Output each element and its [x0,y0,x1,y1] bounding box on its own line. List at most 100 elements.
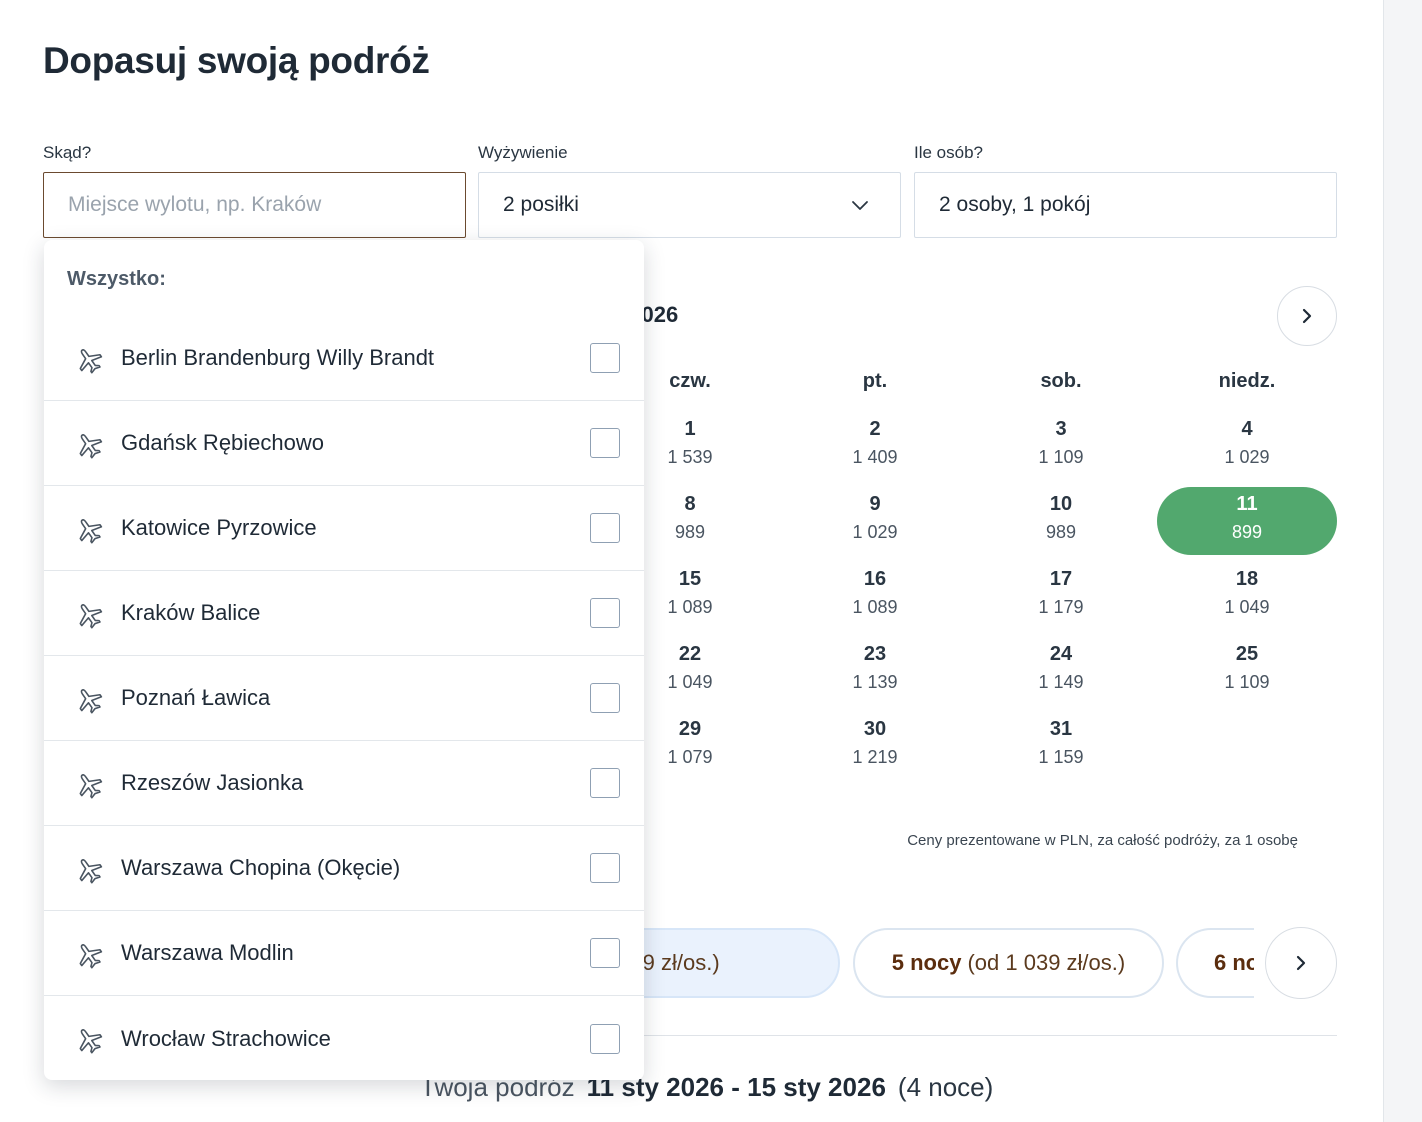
calendar-day-price: 1 159 [1038,747,1084,767]
calendar-day-price: 1 079 [667,747,713,767]
calendar-day[interactable]: 11 899 [1157,487,1337,555]
calendar-day[interactable]: 31 1 159 [971,712,1151,780]
chevron-right-icon [1302,308,1312,324]
airport-option[interactable]: Gdańsk Rębiechowo [44,401,644,486]
calendar-day[interactable]: 1 1 539 [600,412,780,480]
nights-chip-6[interactable]: 6 no [1176,928,1254,998]
calendar-day-number: 31 [1049,718,1073,740]
calendar-day[interactable]: 3 1 109 [971,412,1151,480]
calendar-day-number: 23 [863,643,887,665]
page-title: Dopasuj swoją podróż [43,40,430,81]
airport-option-label: Berlin Brandenburg Willy Brandt [121,345,435,370]
calendar-day-number: 22 [678,643,702,665]
airport-checkbox[interactable] [590,513,620,543]
calendar-day[interactable]: 2 1 409 [785,412,965,480]
airport-checkbox[interactable] [590,938,620,968]
calendar-day[interactable]: 15 1 089 [600,562,780,630]
calendar-day[interactable]: 8 989 [600,487,780,555]
calendar-day-number: 4 [1241,418,1253,440]
airport-checkbox[interactable] [590,598,620,628]
airport-checkbox[interactable] [590,428,620,458]
airport-option[interactable]: Poznań Ławica [44,656,644,741]
calendar-day[interactable]: 9 1 029 [785,487,965,555]
trip-summary-nights: (4 noce) [897,1072,994,1102]
airport-option-label: Rzeszów Jasionka [121,770,304,795]
calendar-day-price: 989 [1045,522,1077,542]
calendar-day[interactable]: 24 1 149 [971,637,1151,705]
people-field[interactable]: 2 osoby, 1 pokój [914,172,1337,238]
calendar-day-number: 18 [1235,568,1259,590]
calendar-day[interactable]: 18 1 049 [1157,562,1337,630]
departure-dropdown: Wszystko: Berlin Brandenburg Willy Brand… [44,240,644,1080]
people-label: Ile osób? [914,143,983,162]
airport-option[interactable]: Kraków Balice [44,571,644,656]
departure-input[interactable] [68,193,448,217]
airport-checkbox[interactable] [590,768,620,798]
airport-option-label: Kraków Balice [121,600,261,625]
calendar-day[interactable]: 30 1 219 [785,712,965,780]
calendar-day-price: 1 029 [1224,447,1270,467]
calendar-day[interactable]: 22 1 049 [600,637,780,705]
departure-field[interactable] [43,172,466,238]
airport-option[interactable]: Warszawa Modlin [44,911,644,996]
plane-icon [74,515,104,545]
airport-checkbox[interactable] [590,683,620,713]
airport-checkbox[interactable] [590,343,620,373]
nights-chip-5[interactable]: 5 nocy (od 1 039 zł/os.) [853,928,1164,998]
calendar-day-price: 1 049 [1224,597,1270,617]
airport-checkbox[interactable] [590,1023,620,1054]
airport-option-label: Wrocław Strachowice [121,1025,331,1051]
calendar-day-number: 1 [684,418,696,440]
board-select-value: 2 posiłki [503,193,579,216]
calendar-day-number: 10 [1049,493,1073,515]
plane-icon [74,600,104,630]
weekday-header: sob. [1040,370,1082,392]
calendar-day[interactable]: 10 989 [971,487,1151,555]
calendar-day-price: 1 109 [1224,672,1270,692]
nights-next-button[interactable] [1265,927,1337,999]
calendar-day[interactable]: 23 1 139 [785,637,965,705]
airport-option-label: Warszawa Modlin [121,940,294,965]
plane-icon [74,770,104,800]
plane-icon [74,855,104,885]
calendar-day[interactable]: 16 1 089 [785,562,965,630]
calendar-day-price: 989 [674,522,706,542]
weekday-header: niedz. [1218,370,1276,392]
plane-icon [74,430,104,460]
calendar-day-price: 1 219 [852,747,898,767]
calendar-day-price: 1 089 [852,597,898,617]
calendar-day[interactable]: 4 1 029 [1157,412,1337,480]
plane-icon [74,685,104,715]
airport-checkbox[interactable] [590,853,620,883]
calendar-next-month-button[interactable] [1277,286,1337,346]
calendar-day[interactable]: 17 1 179 [971,562,1151,630]
airport-option[interactable]: Berlin Brandenburg Willy Brandt [44,316,644,401]
from-label: Skąd? [43,143,92,162]
plane-icon [74,1025,104,1055]
calendar-day[interactable]: 29 1 079 [600,712,780,780]
airport-option[interactable]: Wrocław Strachowice [44,996,644,1080]
calendar-day-price: 1 149 [1038,672,1084,692]
price-note: Ceny prezentowane w PLN, za całość podró… [907,832,1298,849]
airport-option[interactable]: Katowice Pyrzowice [44,486,644,571]
calendar-day-number: 11 [1236,493,1258,515]
calendar-day-price: 1 029 [852,522,898,542]
calendar-day-number: 24 [1049,643,1073,665]
nights-chip-price: (od 1 039 zł/os.) [967,950,1126,975]
calendar-day-number: 29 [678,718,702,740]
airport-option[interactable]: Warszawa Chopina (Okęcie) [44,826,644,911]
calendar-day-price: 1 089 [667,597,713,617]
nights-chip-label: 6 no [1214,950,1254,975]
calendar-day-number: 25 [1235,643,1259,665]
calendar-day-price: 1 179 [1038,597,1084,617]
calendar-day-price: 1 049 [667,672,713,692]
calendar-day[interactable]: 25 1 109 [1157,637,1337,705]
calendar-day-number: 16 [863,568,887,590]
airport-option[interactable]: Rzeszów Jasionka [44,741,644,826]
airport-option-label: Gdańsk Rębiechowo [121,430,325,455]
airport-option-label: Poznań Ławica [121,685,271,710]
board-select[interactable]: 2 posiłki [478,172,901,238]
calendar-day-number: 15 [678,568,702,590]
airport-option-label: Warszawa Chopina (Okęcie) [121,855,401,880]
calendar-day-price: 1 539 [667,447,713,467]
